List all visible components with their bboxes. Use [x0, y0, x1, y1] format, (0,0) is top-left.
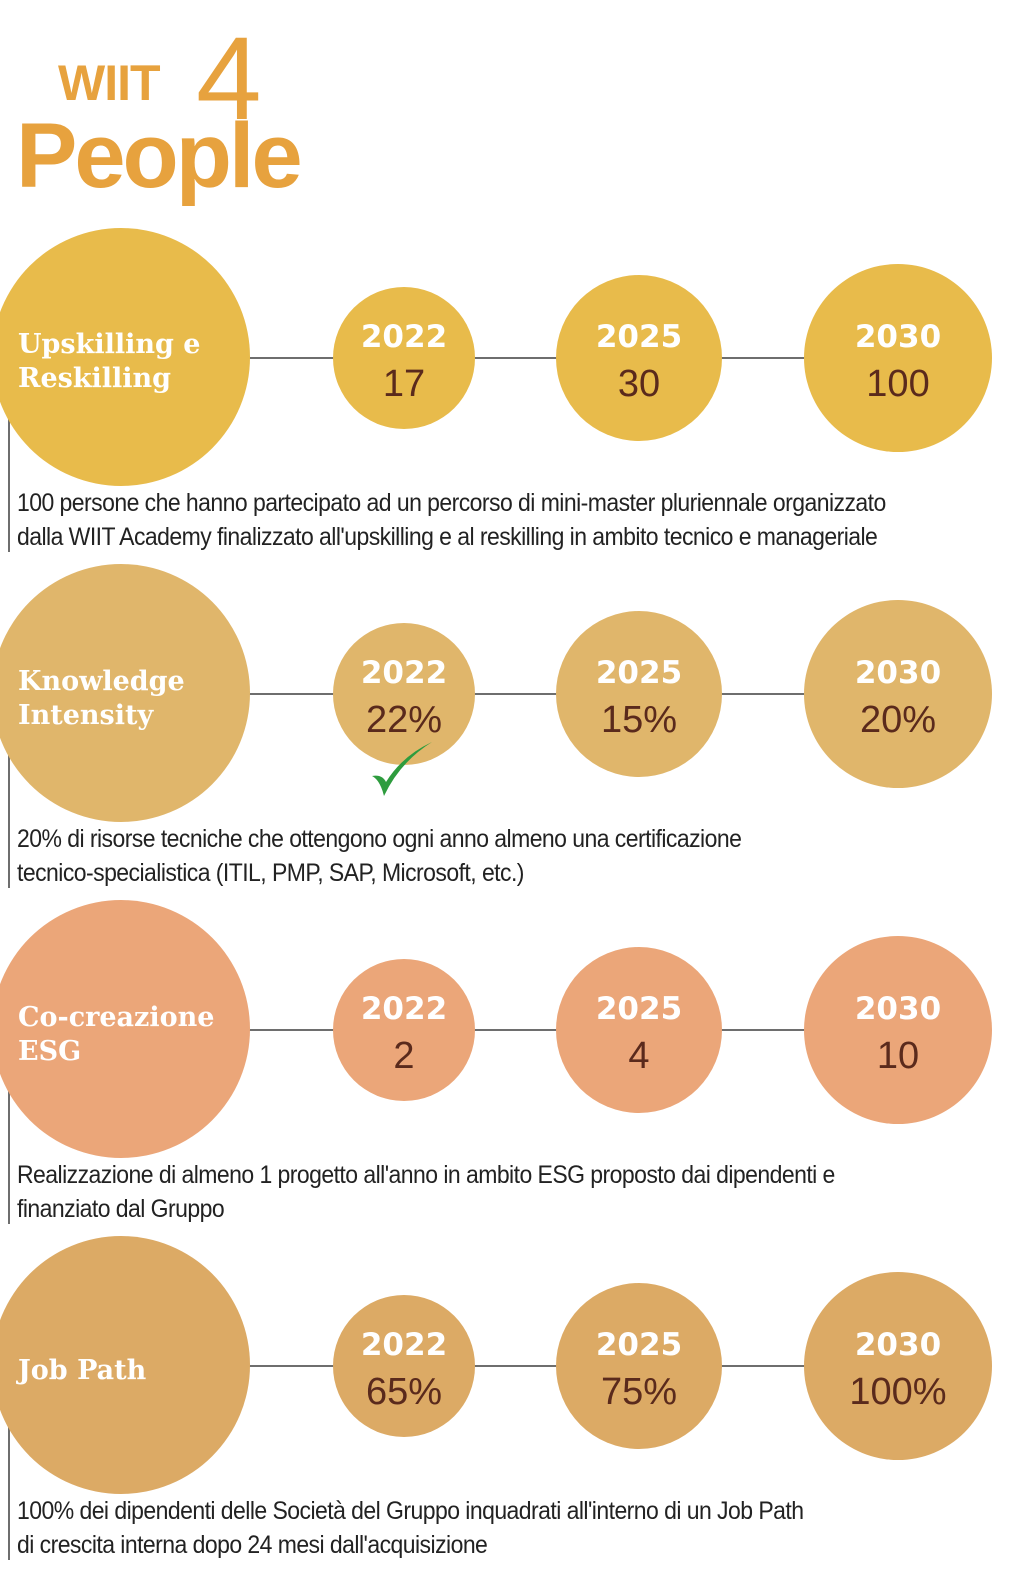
section-title: Job Path [18, 1354, 146, 1388]
milestone-year: 2030 [854, 655, 942, 691]
milestone-year: 2030 [854, 1327, 942, 1363]
section-title-line1: Knowledge [18, 666, 185, 697]
milestone-2025: 2025 75% [556, 1283, 722, 1449]
milestone-2030: 2030 10 [804, 936, 992, 1124]
section-title: Upskilling e Reskilling [18, 328, 200, 396]
milestone-2022: 2022 22% [333, 623, 475, 765]
checkmark-icon [372, 742, 432, 796]
section-description: Realizzazione di almeno 1 progetto all'a… [17, 1158, 928, 1226]
milestone-value: 15% [600, 699, 678, 741]
milestone-year: 2022 [360, 655, 448, 691]
milestone-year: 2030 [854, 319, 942, 355]
section-description: 20% di risorse tecniche che ottengono og… [17, 822, 928, 890]
description-line2: tecnico-specialistica (ITIL, PMP, SAP, M… [17, 859, 524, 887]
vertical-line [8, 1076, 10, 1224]
milestone-value: 10 [876, 1035, 920, 1077]
milestone-value: 75% [600, 1371, 678, 1413]
milestone-year: 2022 [360, 1327, 448, 1363]
section-circle [0, 564, 250, 822]
milestone-2030: 2030 20% [804, 600, 992, 788]
milestone-value: 65% [365, 1371, 443, 1413]
description-line1: 100% dei dipendenti delle Società del Gr… [17, 1497, 804, 1525]
description-line2: dalla WIIT Academy finalizzato all'upski… [17, 523, 878, 551]
milestone-2030: 2030 100 [804, 264, 992, 452]
section-title-line2: Intensity [18, 700, 154, 731]
section-title: Knowledge Intensity [18, 665, 185, 733]
description-line2: di crescita interna dopo 24 mesi dall'ac… [17, 1531, 488, 1559]
section-title-line2: ESG [18, 1036, 82, 1067]
section-title: Co-creazione ESG [18, 1001, 214, 1069]
section-circle [0, 1236, 250, 1494]
milestone-2025: 2025 30 [556, 275, 722, 441]
description-line1: Realizzazione di almeno 1 progetto all'a… [17, 1161, 835, 1189]
milestone-2030: 2030 100% [804, 1272, 992, 1460]
milestone-value: 100% [849, 1371, 947, 1413]
milestone-value: 22% [365, 699, 443, 741]
description-line1: 100 persone che hanno partecipato ad un … [17, 489, 886, 517]
milestone-value: 30 [617, 363, 661, 405]
milestone-value: 20% [859, 699, 937, 741]
milestone-2022: 2022 2 [333, 959, 475, 1101]
milestone-year: 2022 [360, 319, 448, 355]
vertical-line [8, 405, 10, 552]
milestone-2025: 2025 4 [556, 947, 722, 1113]
milestone-value: 2 [393, 1035, 415, 1077]
milestone-value: 100 [866, 363, 930, 405]
milestone-year: 2030 [854, 991, 942, 1027]
milestone-year: 2022 [360, 991, 448, 1027]
milestone-2022: 2022 65% [333, 1295, 475, 1437]
section-circle [0, 228, 250, 486]
description-line1: 20% di risorse tecniche che ottengono og… [17, 825, 742, 853]
milestone-2022: 2022 17 [333, 287, 475, 429]
section-title-line1: Upskilling e [18, 329, 201, 360]
section-description: 100% dei dipendenti delle Società del Gr… [17, 1494, 928, 1562]
section-circle [0, 900, 250, 1158]
milestone-year: 2025 [595, 655, 683, 691]
milestone-value: 4 [628, 1035, 650, 1077]
milestone-2025: 2025 15% [556, 611, 722, 777]
logo-wiit-text: WIIT [58, 55, 161, 111]
milestone-value: 17 [382, 363, 426, 405]
vertical-line [8, 740, 10, 888]
vertical-line [8, 1412, 10, 1560]
milestone-year: 2025 [595, 1327, 683, 1363]
description-line2: finanziato dal Gruppo [17, 1195, 225, 1223]
milestone-year: 2025 [595, 319, 683, 355]
milestone-year: 2025 [595, 991, 683, 1027]
section-title-line1: Job Path [18, 1355, 147, 1386]
section-title-line1: Co-creazione [18, 1002, 215, 1033]
section-description: 100 persone che hanno partecipato ad un … [17, 486, 928, 554]
logo-people-text: People [16, 105, 303, 207]
section-title-line2: Reskilling [18, 363, 172, 394]
logo-four-text: 4 [196, 13, 262, 145]
